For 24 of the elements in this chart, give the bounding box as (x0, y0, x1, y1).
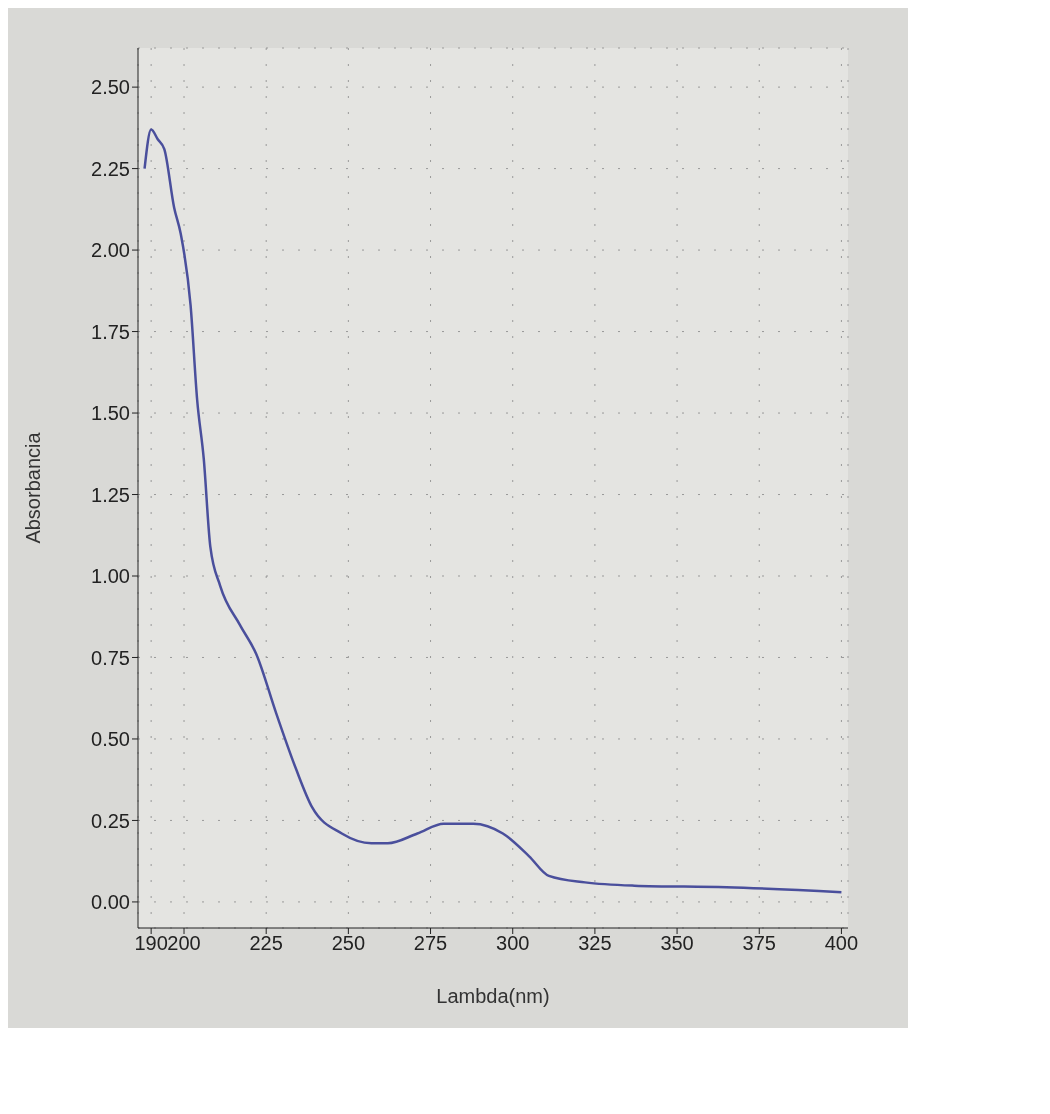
line-series (143, 128, 843, 894)
x-tick-label: 400 (824, 932, 859, 955)
y-tick-label: 1.25 (91, 483, 130, 506)
y-tick-label: 0.75 (91, 646, 130, 669)
x-tick-label: 300 (496, 932, 530, 955)
y-axis-title: Absorbancia (22, 431, 45, 544)
y-tick-label: 1.75 (91, 320, 130, 343)
x-tick-label: 200 (167, 932, 201, 955)
x-tick-label: 250 (331, 932, 366, 955)
y-tick-label: 1.50 (91, 402, 130, 425)
x-tick-label: 190 (134, 932, 168, 955)
y-tick-label: 1.00 (91, 565, 130, 588)
y-tick-label: 0.00 (91, 891, 130, 914)
y-tick-label: 0.50 (91, 728, 130, 751)
y-tick-label: 2.50 (91, 76, 130, 99)
y-tick-label: 0.25 (91, 809, 130, 832)
y-tick-label: 2.00 (91, 239, 130, 262)
x-tick-label: 275 (413, 932, 448, 955)
x-tick-label: 225 (249, 932, 283, 955)
x-axis-title: Lambda(nm) (436, 985, 550, 1007)
x-tick-label: 350 (660, 932, 694, 955)
y-tick-label: 2.25 (91, 157, 130, 180)
x-tick-label: 325 (578, 932, 612, 955)
x-tick-label: 375 (742, 932, 776, 955)
